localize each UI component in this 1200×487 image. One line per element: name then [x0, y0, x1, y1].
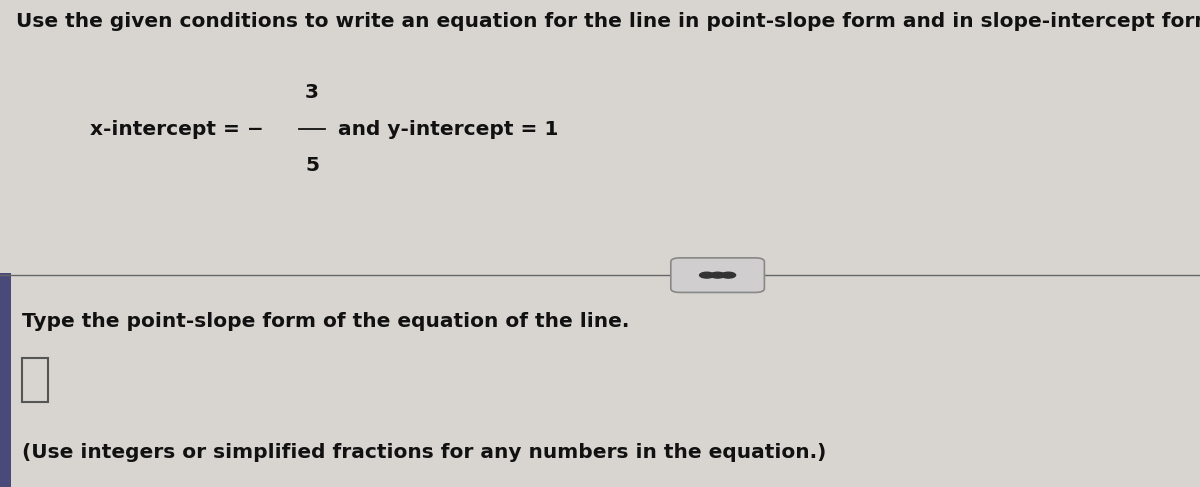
FancyBboxPatch shape [22, 358, 48, 402]
Text: Use the given conditions to write an equation for the line in point-slope form a: Use the given conditions to write an equ… [16, 12, 1200, 31]
Circle shape [721, 272, 736, 278]
Text: (Use integers or simplified fractions for any numbers in the equation.): (Use integers or simplified fractions fo… [22, 443, 826, 462]
Text: 5: 5 [305, 156, 319, 175]
FancyBboxPatch shape [0, 273, 11, 487]
FancyBboxPatch shape [671, 258, 764, 292]
Circle shape [700, 272, 714, 278]
Text: 3: 3 [305, 83, 319, 102]
Circle shape [710, 272, 725, 278]
Text: and y-intercept = 1: and y-intercept = 1 [331, 119, 558, 139]
Text: x-intercept = −: x-intercept = − [90, 119, 264, 139]
Text: Type the point-slope form of the equation of the line.: Type the point-slope form of the equatio… [22, 312, 629, 331]
